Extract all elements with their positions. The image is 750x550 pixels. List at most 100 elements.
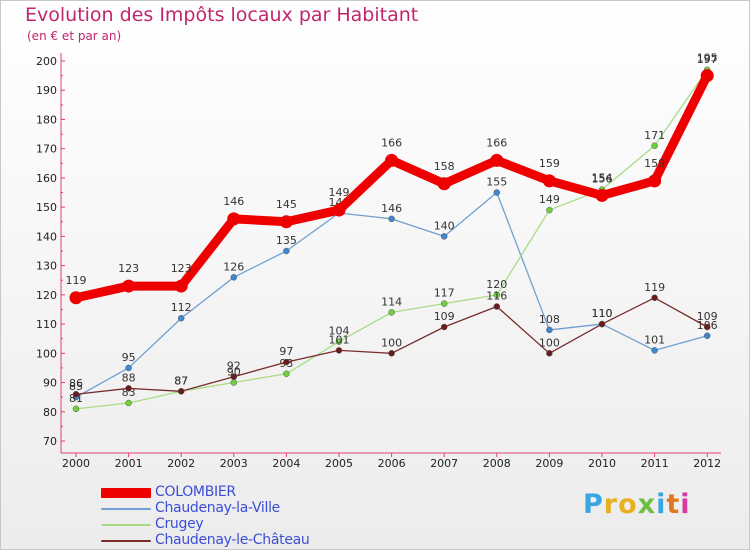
data-label-colombier: 166 [381, 136, 402, 149]
data-label-chaudenay-le-chateau: 101 [329, 333, 350, 346]
data-point-chaudenay-le-chateau [388, 350, 395, 357]
x-tick-label: 2002 [167, 457, 195, 470]
data-label-crugey: 149 [539, 193, 560, 206]
data-label-chaudenay-le-chateau: 86 [69, 377, 83, 390]
data-point-chaudenay-le-chateau [703, 323, 711, 331]
data-label-colombier: 145 [276, 198, 297, 211]
y-tick-label: 70 [43, 435, 57, 448]
data-point-colombier [332, 203, 346, 217]
x-tick-label: 2004 [272, 457, 300, 470]
data-label-chaudenay-la-ville: 140 [434, 219, 455, 232]
data-point-chaudenay-la-ville [283, 247, 290, 255]
y-tick-label: 140 [36, 230, 57, 243]
data-point-chaudenay-le-chateau [230, 373, 238, 380]
data-point-crugey [230, 379, 238, 386]
x-tick-label: 2012 [693, 457, 721, 470]
data-point-colombier [490, 153, 504, 167]
legend-label-chaudenay-la-ville: Chaudenay-la-Ville [155, 500, 280, 516]
data-label-chaudenay-la-ville: 155 [486, 176, 507, 189]
data-label-chaudenay-la-ville: 112 [171, 301, 192, 314]
proxiti-logo: Proxiti [583, 489, 691, 520]
data-point-colombier [595, 188, 609, 202]
logo-letter: o [618, 489, 638, 520]
data-label-colombier: 195 [697, 52, 718, 65]
data-label-colombier: 166 [486, 136, 507, 149]
chart-title: Evolution des Impôts locaux par Habitant [25, 4, 419, 26]
data-label-chaudenay-le-chateau: 100 [381, 336, 402, 349]
data-label-chaudenay-la-ville: 110 [592, 307, 613, 320]
data-point-crugey [546, 206, 553, 214]
data-label-chaudenay-le-chateau: 116 [486, 290, 507, 303]
data-label-chaudenay-la-ville: 135 [276, 234, 297, 247]
x-tick-label: 2001 [115, 457, 143, 470]
x-tick-label: 2006 [378, 457, 406, 470]
logo-letter: P [583, 489, 604, 520]
data-point-chaudenay-la-ville [125, 364, 132, 372]
data-point-colombier [279, 215, 293, 229]
data-point-colombier [385, 153, 399, 167]
data-label-colombier: 146 [223, 195, 244, 208]
data-label-chaudenay-la-ville: 108 [539, 313, 560, 326]
y-tick-label: 160 [36, 172, 57, 185]
y-tick-label: 180 [36, 113, 57, 126]
legend-swatch-chaudenay-la-ville [101, 508, 151, 510]
y-tick-label: 110 [36, 318, 57, 331]
data-point-crugey [651, 142, 658, 150]
x-tick-label: 2010 [588, 457, 616, 470]
legend-swatch-chaudenay-le-chateau [101, 540, 151, 542]
data-point-colombier [700, 69, 714, 83]
x-tick-label: 2011 [641, 457, 669, 470]
data-point-chaudenay-le-chateau [335, 347, 343, 354]
logo-letter: t [666, 489, 681, 520]
data-point-chaudenay-la-ville [440, 233, 448, 240]
data-point-colombier [437, 177, 451, 191]
data-label-crugey: 197 [697, 53, 718, 66]
data-label-crugey: 104 [329, 325, 350, 338]
x-tick-label: 2003 [220, 457, 248, 470]
data-point-chaudenay-le-chateau [546, 350, 553, 357]
data-label-colombier: 159 [539, 157, 560, 170]
data-point-chaudenay-le-chateau [177, 388, 185, 395]
y-tick-label: 100 [36, 347, 57, 360]
data-label-chaudenay-le-chateau: 97 [279, 345, 293, 358]
legend-swatch-colombier [101, 488, 151, 498]
y-tick-label: 130 [36, 260, 57, 273]
y-tick-label: 150 [36, 201, 57, 214]
data-label-chaudenay-la-ville: 95 [122, 351, 136, 364]
data-point-crugey [440, 300, 448, 307]
data-label-chaudenay-la-ville: 101 [644, 333, 665, 346]
y-tick-label: 190 [36, 84, 57, 97]
data-point-colombier [648, 174, 662, 188]
data-point-crugey [283, 370, 290, 378]
data-point-chaudenay-le-chateau [651, 294, 658, 302]
data-point-chaudenay-la-ville [177, 314, 185, 322]
logo-letter: x [637, 489, 657, 520]
data-point-crugey [493, 291, 501, 299]
data-label-chaudenay-le-chateau: 119 [644, 281, 665, 294]
data-point-crugey [335, 338, 343, 345]
x-tick-label: 2005 [325, 457, 353, 470]
data-label-chaudenay-le-chateau: 88 [122, 371, 136, 384]
data-label-colombier: 123 [118, 262, 139, 275]
data-label-crugey: 156 [592, 173, 613, 186]
data-point-colombier [122, 279, 136, 293]
data-point-colombier [227, 212, 241, 226]
data-point-chaudenay-la-ville [230, 274, 238, 281]
data-label-chaudenay-le-chateau: 109 [697, 310, 718, 323]
data-label-chaudenay-le-chateau: 100 [539, 336, 560, 349]
data-label-chaudenay-le-chateau: 110 [592, 307, 613, 320]
data-point-chaudenay-la-ville [651, 347, 658, 354]
data-label-chaudenay-le-chateau: 87 [174, 374, 188, 387]
data-point-chaudenay-la-ville [388, 215, 395, 223]
data-label-colombier: 149 [329, 186, 350, 199]
data-label-chaudenay-le-chateau: 92 [227, 360, 241, 373]
legend-label-chaudenay-le-chateau: Chaudenay-le-Château [155, 532, 310, 548]
y-tick-label: 200 [36, 55, 57, 68]
logo-letter: r [603, 489, 619, 520]
data-point-chaudenay-le-chateau [283, 358, 290, 366]
data-point-crugey [388, 309, 395, 316]
data-label-colombier: 158 [434, 160, 455, 173]
legend-label-crugey: Crugey [155, 516, 204, 532]
data-point-crugey [72, 405, 80, 413]
